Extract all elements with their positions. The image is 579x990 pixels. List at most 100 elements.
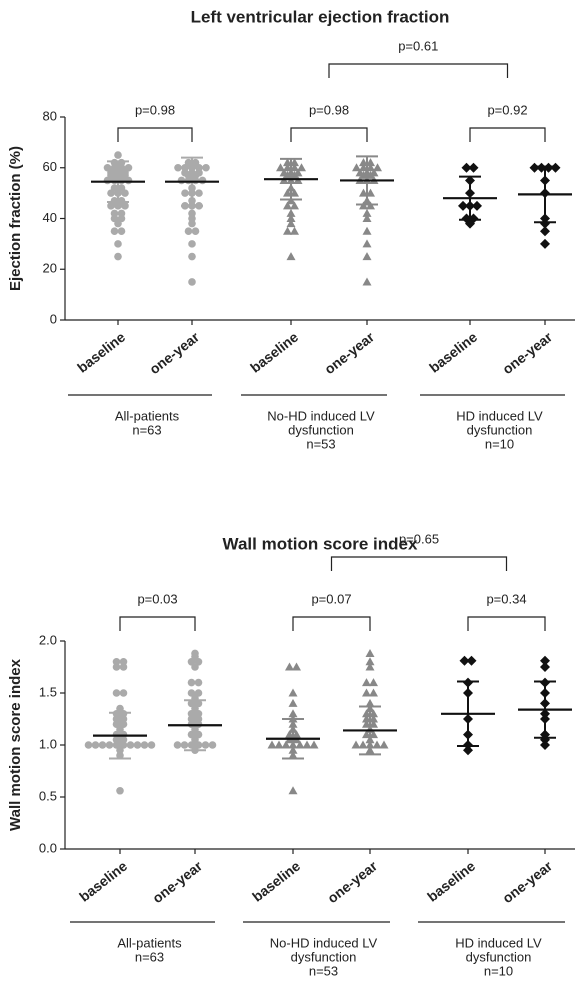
p-value: p=0.61 xyxy=(398,38,438,53)
data-point xyxy=(119,720,128,728)
y-tick-label: 40 xyxy=(43,210,57,225)
data-point xyxy=(369,678,378,687)
data-point xyxy=(359,158,368,167)
data-point xyxy=(116,704,124,713)
data-point xyxy=(174,163,182,172)
data-point xyxy=(468,162,479,173)
data-point xyxy=(112,715,121,723)
data-point xyxy=(119,658,128,666)
group-label: dysfunction xyxy=(466,949,532,964)
data-point xyxy=(362,239,372,248)
p-value: p=0.98 xyxy=(135,102,175,117)
data-point xyxy=(472,200,482,211)
data-point xyxy=(202,163,210,172)
data-point xyxy=(133,741,142,749)
group-label: n=53 xyxy=(309,963,338,978)
data-point xyxy=(372,740,382,749)
data-point xyxy=(188,240,196,248)
data-point xyxy=(112,720,121,728)
data-point xyxy=(105,741,114,749)
group-label: All-patients xyxy=(115,408,180,423)
data-point xyxy=(187,715,196,723)
group-label: n=63 xyxy=(132,422,161,437)
x-tick-label: one-year xyxy=(149,857,205,906)
data-point xyxy=(295,740,305,749)
data-point xyxy=(365,698,375,707)
p-value: p=0.92 xyxy=(487,102,527,117)
significance-bracket xyxy=(290,127,368,142)
x-tick-label: one-year xyxy=(146,328,202,377)
group-label: No-HD induced LV xyxy=(267,408,375,423)
data-point xyxy=(184,227,193,235)
data-point xyxy=(286,208,296,217)
data-point xyxy=(362,214,372,222)
x-tick-label: baseline xyxy=(424,858,478,905)
data-point xyxy=(116,786,124,795)
data-point xyxy=(362,730,371,739)
data-point xyxy=(463,745,473,756)
data-point xyxy=(191,649,199,658)
data-point xyxy=(362,719,371,728)
data-point xyxy=(292,730,301,739)
data-point xyxy=(140,741,149,749)
p-value: p=0.03 xyxy=(137,591,177,606)
data-point xyxy=(283,226,292,235)
data-point xyxy=(103,163,112,172)
data-point xyxy=(208,741,217,749)
data-point xyxy=(276,163,285,172)
data-point xyxy=(281,740,291,749)
data-point xyxy=(283,158,292,167)
data-point xyxy=(366,188,375,197)
data-point xyxy=(147,741,156,749)
data-point xyxy=(191,158,200,167)
x-tick-label: one-year xyxy=(499,328,555,377)
data-point xyxy=(290,226,299,235)
y-tick-label: 20 xyxy=(43,261,57,276)
y-axis-label: Ejection fraction (%) xyxy=(7,146,24,291)
data-point xyxy=(285,662,294,671)
significance-bracket xyxy=(467,616,546,631)
data-point xyxy=(458,200,468,211)
data-point xyxy=(124,163,133,172)
data-point xyxy=(309,740,319,749)
data-point xyxy=(362,709,371,718)
data-point xyxy=(529,162,540,173)
data-point xyxy=(369,730,378,739)
data-point xyxy=(540,655,550,666)
data-point xyxy=(290,158,299,167)
p-value: p=0.65 xyxy=(399,531,439,546)
data-point xyxy=(293,168,303,177)
data-point xyxy=(288,709,298,718)
data-point xyxy=(194,715,203,723)
group-label: n=63 xyxy=(135,949,164,964)
data-point xyxy=(359,188,368,197)
data-point xyxy=(119,689,128,697)
group-label: n=10 xyxy=(484,963,513,978)
data-point xyxy=(98,741,107,749)
x-tick-label: baseline xyxy=(76,858,130,905)
data-point xyxy=(461,162,472,173)
p-value: p=0.98 xyxy=(309,102,349,117)
data-point xyxy=(119,741,128,749)
data-point xyxy=(286,219,296,228)
data-point xyxy=(540,238,550,249)
data-point xyxy=(540,740,550,750)
data-point xyxy=(91,741,100,749)
x-tick-label: one-year xyxy=(321,328,377,377)
significance-bracket xyxy=(330,556,508,571)
data-point xyxy=(369,719,378,728)
y-tick-label: 0.5 xyxy=(39,788,57,803)
data-point xyxy=(365,648,375,657)
significance-bracket xyxy=(328,63,509,78)
data-point xyxy=(283,201,292,210)
data-point xyxy=(369,709,378,718)
data-point xyxy=(114,252,122,261)
data-point xyxy=(112,741,121,749)
data-point xyxy=(195,189,203,197)
data-point xyxy=(302,740,312,749)
x-tick-label: baseline xyxy=(426,329,480,376)
data-point xyxy=(119,663,128,671)
x-tick-label: one-year xyxy=(324,857,380,906)
data-point xyxy=(362,252,372,261)
data-point xyxy=(362,714,371,723)
